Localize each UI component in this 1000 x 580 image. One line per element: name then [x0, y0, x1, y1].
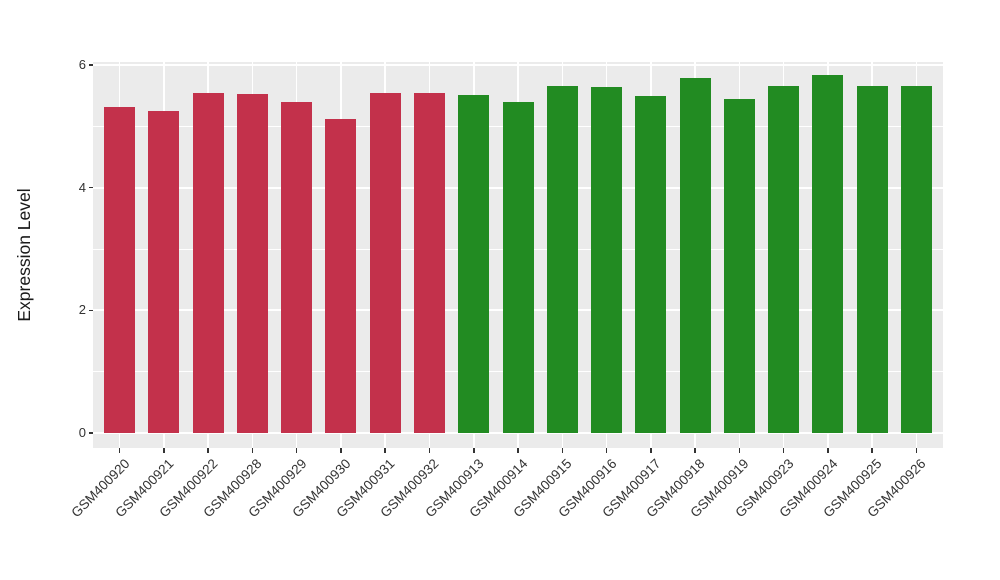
bar-GSM400915 — [546, 85, 578, 433]
y-tick-0 — [88, 432, 93, 434]
bar-GSM400929 — [281, 101, 313, 433]
bar-GSM400920 — [104, 106, 136, 433]
bar-GSM400917 — [635, 95, 667, 433]
x-tick-GSM400917 — [650, 448, 652, 453]
y-tick-2 — [88, 309, 93, 312]
y-tick-label-6: 6 — [78, 57, 86, 72]
x-tick-GSM400916 — [605, 448, 608, 453]
bar-GSM400914 — [502, 101, 534, 433]
x-tick-GSM400928 — [251, 448, 254, 453]
x-tick-GSM400922 — [207, 448, 209, 453]
x-tick-GSM400931 — [384, 448, 386, 453]
bar-GSM400930 — [325, 118, 357, 433]
bar-GSM400926 — [900, 85, 932, 433]
x-tick-GSM400914 — [517, 448, 519, 453]
bar-GSM400913 — [458, 95, 490, 433]
y-tick-6 — [88, 64, 93, 66]
x-tick-GSM400913 — [473, 448, 475, 453]
y-tick-label-2: 2 — [78, 302, 86, 318]
bar-GSM400921 — [148, 111, 180, 433]
bar-GSM400924 — [812, 75, 844, 433]
bar-GSM400925 — [856, 85, 888, 433]
x-tick-GSM400915 — [561, 448, 564, 453]
bar-GSM400916 — [591, 87, 623, 433]
bar-GSM400922 — [192, 92, 224, 433]
x-tick-GSM400926 — [915, 448, 918, 453]
x-tick-GSM400930 — [340, 448, 342, 453]
y-axis-title: Expression Level — [14, 188, 34, 322]
bar-GSM400918 — [679, 77, 711, 433]
y-tick-4 — [88, 186, 93, 189]
x-tick-GSM400920 — [118, 448, 121, 453]
bar-GSM400919 — [723, 99, 755, 433]
x-tick-GSM400929 — [295, 448, 298, 453]
plot-panel — [93, 62, 943, 448]
bar-GSM400931 — [369, 93, 401, 433]
y-tick-label-4: 4 — [78, 179, 86, 195]
x-tick-GSM400924 — [827, 448, 829, 453]
x-tick-GSM400925 — [871, 448, 873, 453]
y-tick-label-0: 0 — [78, 425, 86, 440]
x-tick-GSM400919 — [738, 448, 741, 453]
x-tick-GSM400923 — [782, 448, 785, 453]
bar-GSM400928 — [236, 94, 268, 433]
bar-GSM400923 — [768, 86, 800, 433]
x-tick-GSM400932 — [428, 448, 431, 453]
x-tick-GSM400918 — [694, 448, 696, 453]
x-tick-GSM400921 — [163, 448, 165, 453]
bar-GSM400932 — [413, 93, 445, 433]
